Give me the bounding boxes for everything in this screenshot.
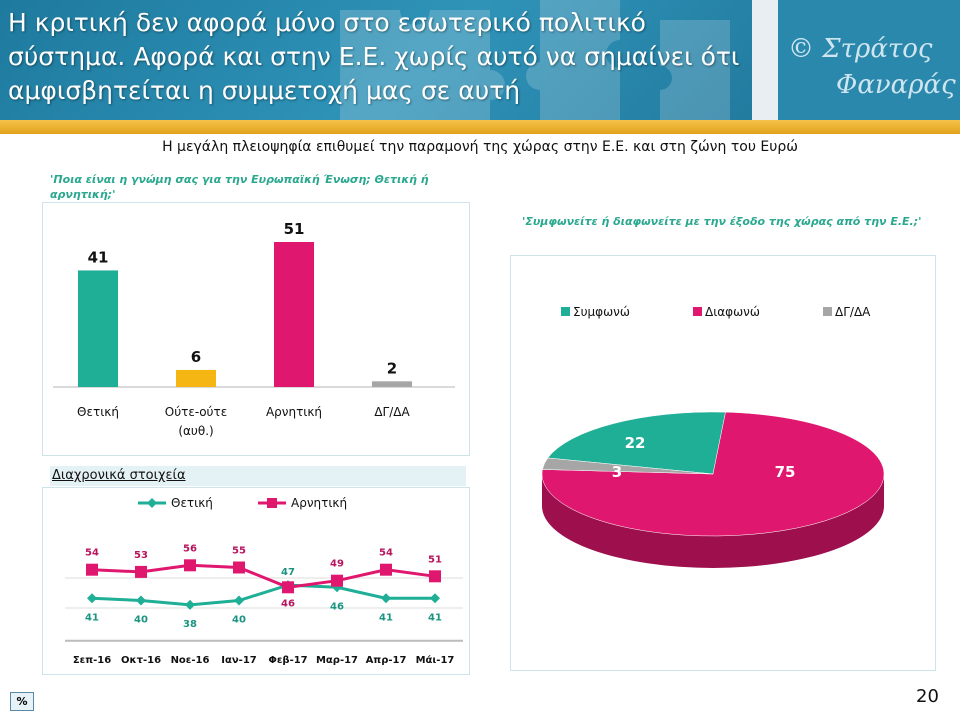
bar-value-label: 41: [88, 248, 109, 266]
pie-legend-label: Διαφωνώ: [705, 305, 760, 319]
line-marker: [234, 595, 244, 606]
bar-chart-panel: 41 Θετική 6 Ούτε-ούτε (αυθ.) 51 Αρνητική 2 ΔΓ/ΔΑ: [42, 202, 470, 456]
line-marker: [282, 581, 294, 594]
line-category-label: Φεβ-17: [268, 655, 307, 666]
pie-chart: Συμφωνώ Διαφωνώ ΔΓ/ΔΑ 22 75 3: [541, 305, 885, 568]
trend-header-bar: [50, 466, 466, 486]
line-marker: [184, 559, 196, 572]
line-legend-label: Θετική: [171, 496, 213, 510]
line-value-label: 41: [379, 612, 393, 623]
line-chart-panel: Θετική Αρνητική 41 40 38 40 47 46 41 41 54 53 56 55 46…: [42, 487, 470, 675]
line-value-label: 40: [232, 615, 246, 626]
bar-category-label: Αρνητική: [266, 405, 322, 419]
line-category-label: Μάι-17: [416, 654, 455, 666]
pie-legend-swatch: [693, 307, 702, 316]
line-marker: [332, 582, 342, 593]
line-value-label: 56: [183, 543, 197, 554]
line-value-label: 53: [134, 550, 148, 561]
line-legend-label: Αρνητική: [291, 496, 347, 510]
header-divider: [0, 120, 960, 134]
line-value-label: 41: [428, 612, 442, 623]
trend-title: Διαχρονικά στοιχεία: [52, 468, 186, 483]
brand-panel: [778, 0, 960, 120]
bar-value-label: 51: [284, 220, 305, 238]
line-marker: [429, 570, 441, 583]
line-marker: [87, 593, 97, 604]
bar-chart: 41 Θετική 6 Ούτε-ούτε (αυθ.) 51 Αρνητική 2 ΔΓ/ΔΑ: [53, 220, 455, 438]
line-chart: Θετική Αρνητική 41 40 38 40 47 46 41 41 54 53 56 55 46…: [65, 496, 463, 666]
line-value-label: 49: [330, 559, 344, 570]
line-category-label: Σεπ-16: [73, 655, 111, 666]
line-marker: [381, 593, 391, 604]
line-marker: [430, 593, 440, 604]
brand-line1: © Στράτος: [788, 34, 933, 64]
line-series-1: [91, 563, 436, 589]
line-category-label: Ιαν-17: [221, 655, 257, 666]
bar-category-label: (αυθ.): [178, 424, 213, 438]
pie-legend-swatch: [561, 307, 570, 316]
page-title: Η κριτική δεν αφορά μόνο στο εσωτερικό π…: [8, 8, 740, 105]
percent-indicator: %: [10, 692, 34, 711]
line-category-label: Μαρ-17: [316, 655, 358, 666]
slide-subtitle: Η μεγάλη πλειοψηφία επιθυμεί την παραμον…: [162, 139, 798, 155]
line-category-label: Απρ-17: [366, 655, 407, 666]
line-category-label: Οκτ-16: [121, 655, 161, 666]
line-legend-marker: [147, 498, 157, 508]
pie-legend-label: Συμφωνώ: [573, 305, 630, 319]
bar-value-label: 2: [387, 359, 397, 377]
page-number: 20: [916, 686, 939, 707]
line-marker: [135, 565, 147, 578]
line-series-0: [91, 583, 435, 607]
pie-legend-swatch: [823, 307, 832, 316]
bar-category-label: Ούτε-ούτε: [165, 405, 227, 419]
bar-0: [78, 270, 118, 387]
line-marker: [331, 574, 343, 587]
line-value-label: 38: [183, 619, 197, 630]
bar-category-label: Θετική: [77, 405, 119, 419]
line-marker: [380, 563, 392, 576]
pie-value-label: 75: [775, 463, 796, 481]
line-legend-marker: [267, 498, 277, 508]
bar-category-label: ΔΓ/ΔΑ: [374, 405, 410, 419]
pie-slice-0: [547, 411, 726, 475]
pie-chart-panel: Συμφωνώ Διαφωνώ ΔΓ/ΔΑ 22 75 3: [510, 255, 936, 671]
line-marker: [233, 561, 245, 574]
bar-2: [274, 242, 314, 387]
line-value-label: 51: [428, 554, 442, 565]
line-value-label: 55: [232, 546, 246, 557]
pie-side-1: [542, 474, 884, 568]
line-marker: [136, 595, 146, 606]
line-value-label: 54: [379, 548, 393, 559]
line-value-label: 46: [330, 601, 344, 612]
line-value-label: 41: [85, 612, 99, 623]
brand-line2: Φαναράς: [836, 70, 956, 100]
line-marker: [86, 563, 98, 576]
puzzle-pattern-icon: [340, 0, 730, 120]
bar-3: [372, 381, 412, 387]
question-eu-opinion: 'Ποια είναι η γνώμη σας για την Ευρωπαϊκ…: [50, 173, 429, 201]
line-value-label: 46: [281, 598, 295, 609]
line-value-label: 54: [85, 548, 99, 559]
line-marker: [185, 599, 195, 610]
pie-value-label: 22: [625, 434, 646, 452]
pie-value-label: 3: [612, 463, 622, 481]
line-value-label: 40: [134, 615, 148, 626]
question-eu-exit: 'Συμφωνείτε ή διαφωνείτε με την έξοδο τη…: [522, 215, 922, 228]
line-value-label: 47: [281, 567, 295, 578]
bar-value-label: 6: [191, 348, 201, 366]
pie-slice-2: [542, 457, 714, 475]
pie-legend-label: ΔΓ/ΔΑ: [835, 305, 871, 319]
line-category-label: Νοε-16: [171, 655, 210, 666]
brand-strip: [752, 0, 778, 120]
bar-1: [176, 369, 216, 387]
